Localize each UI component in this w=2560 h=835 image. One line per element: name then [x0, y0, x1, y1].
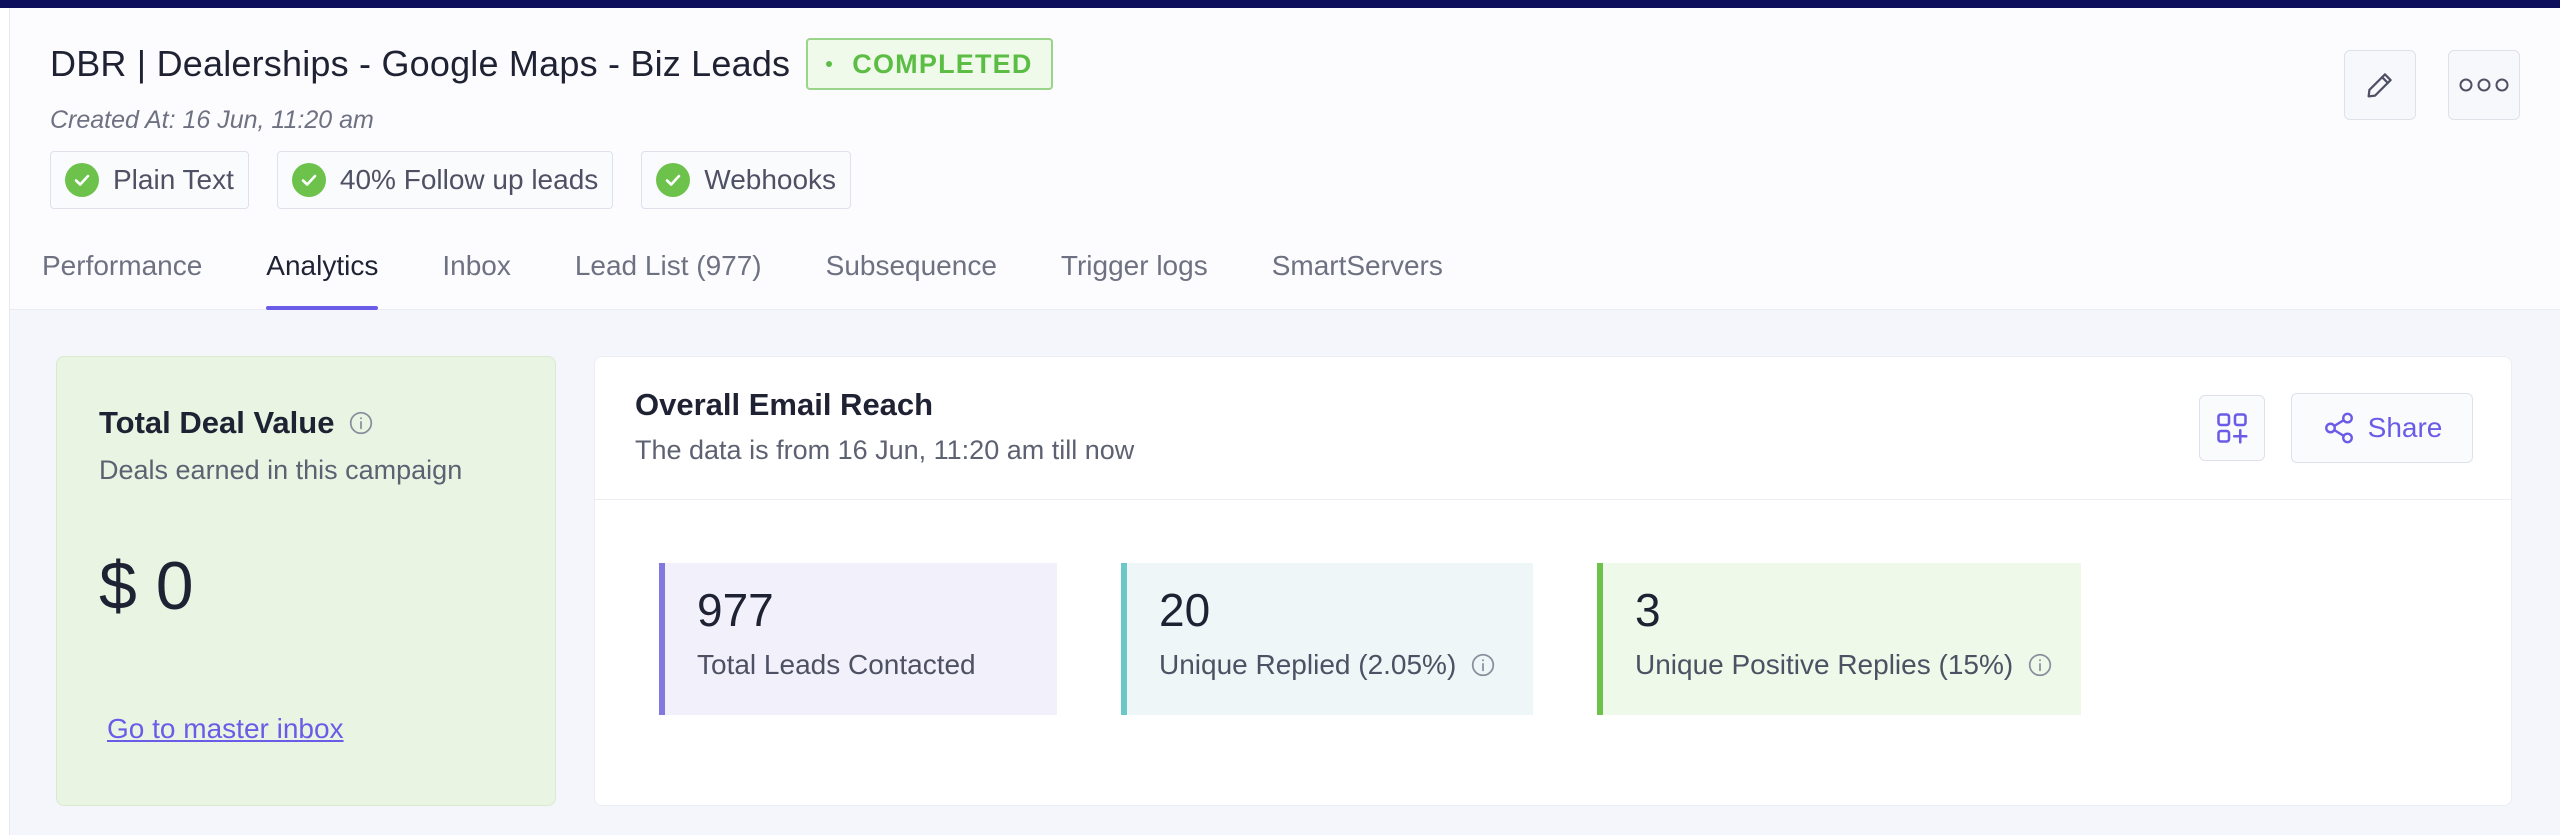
share-label: Share: [2367, 412, 2443, 443]
stat-label: Unique Positive Replies (15%): [1635, 649, 2053, 681]
check-circle-icon: [656, 163, 691, 197]
grid-add-icon: [2217, 413, 2248, 444]
deal-subtitle: Deals earned in this campaign: [99, 455, 463, 485]
chip-label: Webhooks: [704, 164, 837, 195]
title-row: DBR | Dealerships - Google Maps - Biz Le…: [50, 38, 1053, 90]
pencil-icon: [2367, 73, 2392, 98]
chip-plain-text: Plain Text: [50, 151, 249, 209]
stat-value: 20: [1159, 584, 1211, 636]
stat-label-text: Unique Positive Replies (15%): [1635, 649, 2014, 680]
status-badge: COMPLETED: [806, 38, 1053, 90]
divider: [595, 499, 2511, 500]
edit-button[interactable]: [2344, 50, 2416, 120]
share-icon: [2324, 412, 2353, 444]
tab-lead-list[interactable]: Lead List (977): [574, 250, 762, 281]
share-button[interactable]: Share: [2291, 393, 2473, 463]
total-deal-value-card: Total Deal Value Deals earned in this ca…: [56, 356, 556, 806]
chip-label: Plain Text: [113, 164, 234, 195]
left-edge: [0, 8, 10, 835]
feature-chips: Plain Text 40% Follow up leads Webhooks: [50, 151, 852, 209]
stat-label: Unique Replied (2.05%): [1159, 649, 1496, 681]
tab-smartservers[interactable]: SmartServers: [1271, 250, 1443, 281]
stat-unique-replied: 20 Unique Replied (2.05%): [1121, 563, 1533, 715]
campaign-header: DBR | Dealerships - Google Maps - Biz Le…: [10, 8, 2560, 310]
status-dot-icon: [826, 61, 833, 67]
tab-inbox[interactable]: Inbox: [442, 250, 511, 281]
stat-value: 3: [1635, 584, 1661, 636]
tab-trigger-logs[interactable]: Trigger logs: [1060, 250, 1208, 281]
customize-widgets-button[interactable]: [2199, 395, 2265, 461]
created-at: Created At: 16 Jun, 11:20 am: [50, 106, 374, 134]
status-label: COMPLETED: [852, 48, 1033, 79]
deal-title: Total Deal Value: [99, 405, 374, 441]
tab-analytics[interactable]: Analytics: [266, 238, 379, 310]
overall-email-reach-card: Overall Email Reach The data is from 16 …: [594, 356, 2512, 806]
chip-follow-up-leads: 40% Follow up leads: [276, 151, 614, 209]
tab-performance[interactable]: Performance: [42, 250, 203, 281]
more-horizontal-icon: [2459, 78, 2509, 92]
campaign-title: DBR | Dealerships - Google Maps - Biz Le…: [50, 43, 791, 84]
info-icon[interactable]: [348, 410, 374, 436]
stat-label-text: Total Leads Contacted: [697, 649, 976, 680]
deal-title-text: Total Deal Value: [99, 405, 335, 440]
check-circle-icon: [291, 163, 326, 197]
reach-title: Overall Email Reach: [635, 387, 934, 422]
info-icon[interactable]: [2027, 652, 2053, 678]
stat-label-text: Unique Replied (2.05%): [1159, 649, 1457, 680]
reach-subtitle: The data is from 16 Jun, 11:20 am till n…: [635, 435, 1135, 465]
top-accent-bar: [0, 0, 2560, 8]
stat-unique-positive-replies: 3 Unique Positive Replies (15%): [1597, 563, 2081, 715]
tab-subsequence[interactable]: Subsequence: [825, 250, 997, 281]
check-circle-icon: [65, 163, 99, 197]
tab-bar: Performance Analytics Inbox Lead List (9…: [42, 238, 1507, 310]
chip-webhooks: Webhooks: [641, 151, 852, 209]
info-icon[interactable]: [1470, 652, 1496, 678]
chip-label: 40% Follow up leads: [339, 164, 599, 195]
deal-value: $ 0: [99, 548, 194, 624]
stat-total-leads-contacted: 977 Total Leads Contacted: [659, 563, 1057, 715]
go-to-master-inbox-link[interactable]: Go to master inbox: [107, 713, 344, 744]
stat-value: 977: [697, 584, 774, 636]
more-options-button[interactable]: [2448, 50, 2520, 120]
stat-label: Total Leads Contacted: [697, 649, 976, 681]
